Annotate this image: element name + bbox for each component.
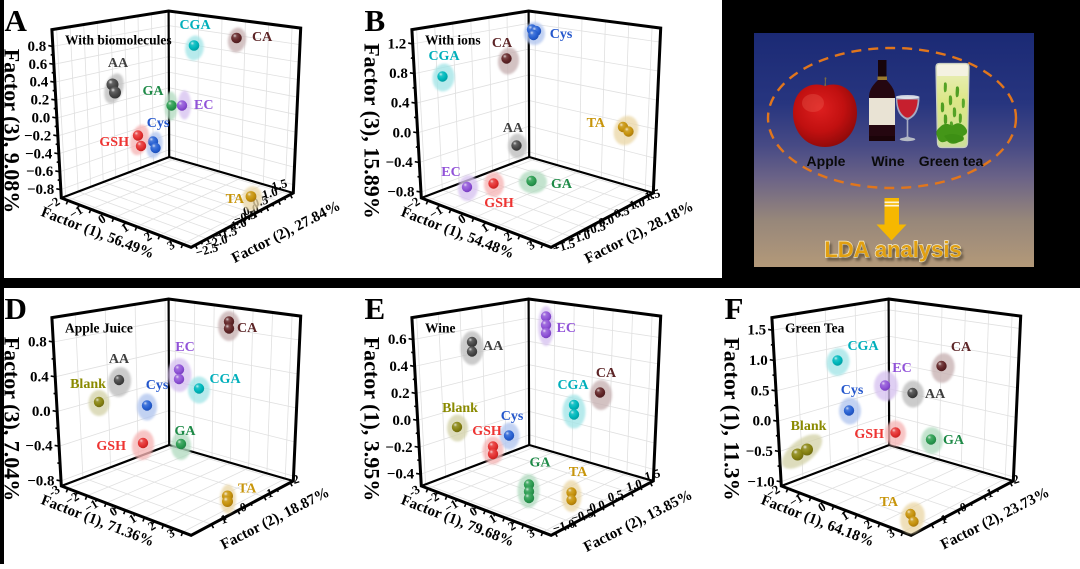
svg-text:GA: GA: [551, 177, 573, 192]
svg-text:GSH: GSH: [854, 427, 884, 442]
svg-text:0.5: 0.5: [751, 383, 770, 399]
svg-text:AA: AA: [109, 352, 130, 367]
svg-text:0.6: 0.6: [29, 57, 48, 73]
svg-text:Factor (3), 9.08%: Factor (3), 9.08%: [0, 49, 25, 214]
svg-text:0.2: 0.2: [391, 386, 410, 402]
svg-text:With biomolecules: With biomolecules: [65, 33, 172, 48]
svg-text:Cys: Cys: [146, 378, 169, 393]
svg-text:Wine: Wine: [425, 321, 456, 336]
svg-text:−0.4: −0.4: [385, 155, 413, 171]
svg-text:Blank: Blank: [791, 419, 827, 434]
svg-text:−0.5: −0.5: [746, 444, 773, 460]
svg-text:TA: TA: [238, 482, 257, 497]
svg-text:AA: AA: [108, 56, 129, 71]
svg-text:EC: EC: [194, 98, 213, 113]
svg-text:Factor (1), 3.95%: Factor (1), 3.95%: [360, 337, 385, 502]
svg-text:CGA: CGA: [428, 49, 460, 64]
svg-text:0.2: 0.2: [31, 93, 50, 109]
svg-text:D: D: [5, 291, 27, 326]
svg-text:1.5: 1.5: [747, 323, 766, 339]
svg-text:0.0: 0.0: [392, 413, 411, 429]
svg-text:−0.4: −0.4: [25, 439, 53, 455]
svg-text:A: A: [5, 3, 28, 38]
svg-text:Apple: Apple: [807, 153, 846, 169]
svg-text:Wine: Wine: [871, 153, 905, 169]
svg-text:Factor (3), 7.04%: Factor (3), 7.04%: [0, 337, 25, 502]
svg-text:0.4: 0.4: [30, 369, 49, 385]
svg-text:GA: GA: [943, 433, 965, 448]
svg-text:Green Tea: Green Tea: [785, 321, 845, 336]
svg-text:1.0: 1.0: [749, 353, 768, 369]
svg-text:0.4: 0.4: [30, 75, 49, 91]
svg-text:TA: TA: [226, 192, 245, 207]
svg-text:EC: EC: [175, 340, 194, 355]
svg-text:EC: EC: [557, 321, 576, 336]
svg-text:CA: CA: [492, 36, 513, 51]
svg-text:Factor (1), 11.3%: Factor (1), 11.3%: [720, 337, 745, 500]
svg-text:Apple Juice: Apple Juice: [65, 321, 133, 336]
svg-text:Cys: Cys: [550, 27, 573, 42]
svg-text:−0.6: −0.6: [26, 164, 54, 180]
svg-text:0.4: 0.4: [391, 96, 410, 112]
svg-text:CGA: CGA: [557, 378, 589, 393]
svg-text:GSH: GSH: [96, 439, 126, 454]
svg-text:Cys: Cys: [841, 383, 864, 398]
svg-text:TA: TA: [587, 116, 606, 131]
svg-text:0.4: 0.4: [389, 359, 408, 375]
svg-text:−0.4: −0.4: [387, 467, 415, 483]
svg-text:GA: GA: [530, 456, 552, 471]
svg-text:GSH: GSH: [484, 196, 514, 211]
svg-text:CA: CA: [596, 366, 617, 381]
svg-text:0.8: 0.8: [28, 335, 47, 351]
svg-text:0.0: 0.0: [752, 414, 771, 430]
svg-text:EC: EC: [441, 165, 460, 180]
svg-text:Cys: Cys: [147, 116, 170, 131]
svg-text:GSH: GSH: [99, 135, 129, 150]
svg-text:GSH: GSH: [472, 424, 502, 439]
svg-text:−0.2: −0.2: [385, 440, 412, 456]
svg-text:EC: EC: [892, 361, 911, 376]
svg-text:−0.2: −0.2: [24, 128, 51, 144]
svg-text:AA: AA: [483, 339, 504, 354]
svg-text:0.0: 0.0: [392, 125, 411, 141]
svg-text:1.2: 1.2: [387, 36, 406, 52]
svg-text:With ions: With ions: [425, 33, 481, 48]
svg-text:Blank: Blank: [70, 377, 106, 392]
svg-text:F: F: [725, 291, 744, 326]
svg-text:LDA analysis: LDA analysis: [824, 237, 961, 262]
svg-text:GA: GA: [175, 424, 197, 439]
svg-text:AA: AA: [925, 387, 946, 402]
svg-text:B: B: [365, 3, 386, 38]
svg-text:TA: TA: [569, 465, 588, 480]
svg-text:Cys: Cys: [501, 409, 524, 424]
svg-text:Green tea: Green tea: [919, 153, 984, 169]
svg-text:−0.8: −0.8: [27, 182, 54, 198]
svg-text:CGA: CGA: [209, 372, 241, 387]
svg-text:Factor (3), 15.89%: Factor (3), 15.89%: [360, 43, 385, 219]
svg-text:CA: CA: [951, 340, 972, 355]
svg-text:TA: TA: [880, 495, 899, 510]
svg-text:0.6: 0.6: [388, 332, 407, 348]
svg-text:CGA: CGA: [179, 18, 211, 33]
svg-text:0.0: 0.0: [32, 111, 51, 127]
svg-text:AA: AA: [503, 121, 524, 136]
svg-text:−0.4: −0.4: [25, 146, 53, 162]
svg-text:E: E: [365, 291, 386, 326]
svg-text:0.8: 0.8: [28, 39, 47, 55]
svg-text:CA: CA: [252, 30, 273, 45]
svg-text:0.8: 0.8: [389, 66, 408, 82]
svg-text:Blank: Blank: [442, 401, 478, 416]
svg-text:CGA: CGA: [847, 339, 879, 354]
svg-text:GA: GA: [143, 84, 165, 99]
svg-text:0.0: 0.0: [32, 404, 51, 420]
svg-text:CA: CA: [237, 321, 258, 336]
